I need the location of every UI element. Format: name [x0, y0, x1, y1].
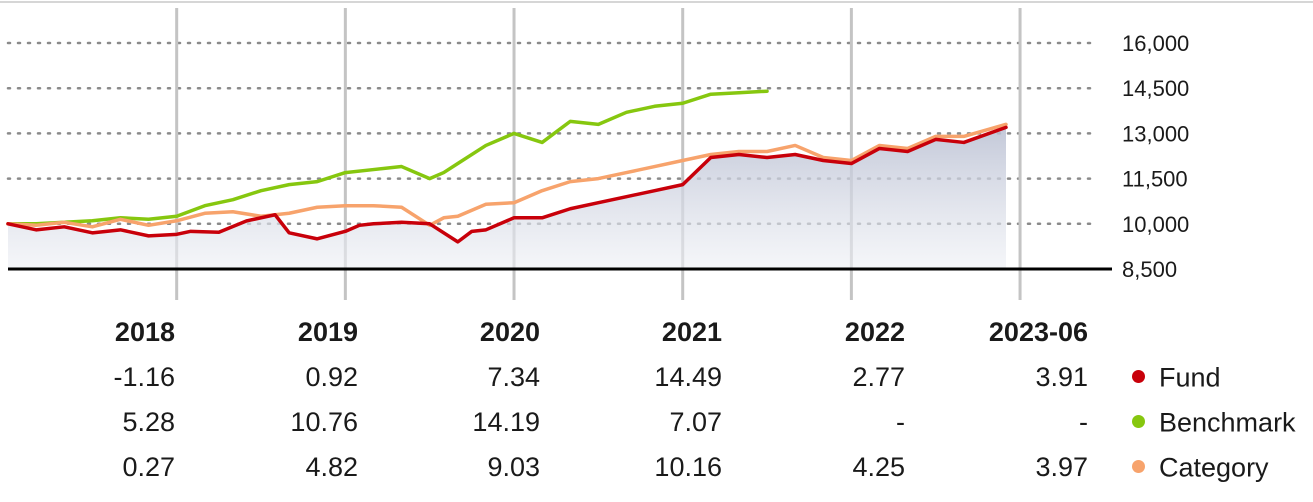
y-tick-label: 8,500 [1122, 257, 1177, 282]
return-cell: 10.16 [654, 452, 722, 482]
return-cell: 5.28 [122, 407, 175, 437]
y-tick-label: 13,000 [1122, 121, 1189, 146]
category-returns-row: 0.27 4.82 9.03 10.16 4.25 3.97 Category [0, 445, 1313, 490]
year-header: 2019 [297, 317, 358, 347]
fund-line [6, 125, 1008, 244]
return-cell: 0.27 [122, 452, 175, 482]
fund-legend-label: Fund [1159, 362, 1221, 393]
growth-chart: 16,000 14,500 13,000 11,500 10,000 8,500 [0, 1, 1313, 300]
year-header: 2020 [479, 317, 540, 347]
return-cell: 14.49 [654, 362, 722, 392]
category-legend-dot-icon [1132, 459, 1145, 473]
return-cell: 3.91 [1035, 362, 1088, 392]
fund-area [8, 127, 1006, 269]
return-cell: 0.92 [305, 362, 358, 392]
y-tick-label: 14,500 [1122, 76, 1189, 101]
return-cell: 7.07 [669, 407, 722, 437]
annual-returns-table: 2018 2019 2020 2021 2022 2023-06 -1.16 0… [0, 310, 1313, 490]
benchmark-legend-label: Benchmark [1159, 407, 1296, 438]
y-tick-label: 16,000 [1122, 31, 1189, 56]
return-cell: 9.03 [487, 452, 540, 482]
return-cell: - [896, 407, 905, 437]
y-tick-label: 11,500 [1122, 167, 1188, 192]
return-cell: 4.82 [305, 452, 358, 482]
y-tick-label: 10,000 [1122, 212, 1189, 237]
benchmark-legend-dot-icon [1132, 414, 1145, 428]
year-header: 2023-06 [988, 317, 1088, 347]
benchmark-returns-row: 5.28 10.76 14.19 7.07 - - Benchmark [0, 400, 1313, 445]
year-header: 2022 [844, 317, 905, 347]
return-cell: 14.19 [472, 407, 540, 437]
return-cell: - [1079, 407, 1088, 437]
return-cell: 4.25 [852, 452, 905, 482]
return-cell: -1.16 [113, 362, 175, 392]
year-header: 2021 [661, 317, 722, 347]
benchmark-line [6, 89, 769, 226]
return-cell: 7.34 [487, 362, 540, 392]
return-cell: 2.77 [852, 362, 905, 392]
return-cell: 10.76 [290, 407, 358, 437]
category-line [6, 122, 1008, 229]
year-header-row: 2018 2019 2020 2021 2022 2023-06 [0, 310, 1313, 355]
fund-legend-dot-icon [1132, 369, 1145, 383]
return-cell: 3.97 [1035, 452, 1088, 482]
category-legend-label: Category [1159, 452, 1269, 483]
fund-returns-row: -1.16 0.92 7.34 14.49 2.77 3.91 Fund [0, 355, 1313, 400]
year-header: 2018 [114, 317, 175, 347]
